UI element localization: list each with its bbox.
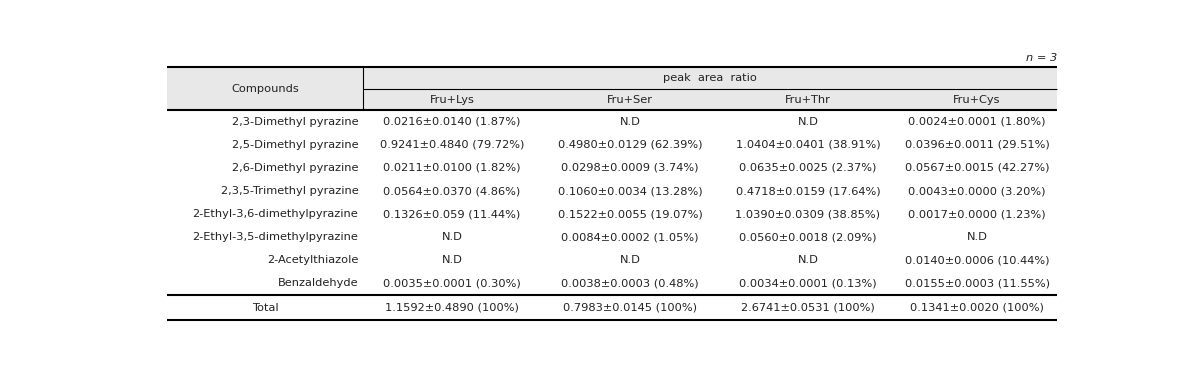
Text: 2,5-Dimethyl pyrazine: 2,5-Dimethyl pyrazine	[232, 140, 358, 150]
Text: 2-Ethyl-3,6-dimethylpyrazine: 2-Ethyl-3,6-dimethylpyrazine	[193, 209, 358, 219]
Text: 0.0155±0.0003 (11.55%): 0.0155±0.0003 (11.55%)	[904, 279, 1050, 288]
Text: Fru+Lys: Fru+Lys	[430, 95, 475, 105]
Text: 2-Acetylthiazole: 2-Acetylthiazole	[267, 255, 358, 265]
Text: 0.0564±0.0370 (4.86%): 0.0564±0.0370 (4.86%)	[383, 186, 520, 196]
Text: 0.1326±0.059 (11.44%): 0.1326±0.059 (11.44%)	[383, 209, 520, 219]
Text: 0.0140±0.0006 (10.44%): 0.0140±0.0006 (10.44%)	[904, 255, 1050, 265]
Text: 2.6741±0.0531 (100%): 2.6741±0.0531 (100%)	[741, 303, 875, 313]
Text: 0.0298±0.0009 (3.74%): 0.0298±0.0009 (3.74%)	[562, 163, 699, 173]
Text: Fru+Cys: Fru+Cys	[953, 95, 1001, 105]
Text: Benzaldehyde: Benzaldehyde	[277, 279, 358, 288]
Text: 2,3-Dimethyl pyrazine: 2,3-Dimethyl pyrazine	[232, 117, 358, 127]
Text: 0.0567±0.0015 (42.27%): 0.0567±0.0015 (42.27%)	[904, 163, 1050, 173]
Text: N.D: N.D	[797, 255, 819, 265]
Text: n = 3: n = 3	[1026, 53, 1057, 63]
Text: 0.0035±0.0001 (0.30%): 0.0035±0.0001 (0.30%)	[383, 279, 521, 288]
Text: 0.0043±0.0000 (3.20%): 0.0043±0.0000 (3.20%)	[908, 186, 1046, 196]
Text: 0.0017±0.0000 (1.23%): 0.0017±0.0000 (1.23%)	[908, 209, 1046, 219]
Text: N.D: N.D	[620, 117, 640, 127]
Text: 1.0404±0.0401 (38.91%): 1.0404±0.0401 (38.91%)	[735, 140, 881, 150]
Text: 0.0038±0.0003 (0.48%): 0.0038±0.0003 (0.48%)	[562, 279, 699, 288]
Text: Fru+Thr: Fru+Thr	[785, 95, 831, 105]
Text: 0.1341±0.0020 (100%): 0.1341±0.0020 (100%)	[910, 303, 1044, 313]
Text: Compounds: Compounds	[231, 84, 299, 94]
Text: 2,6-Dimethyl pyrazine: 2,6-Dimethyl pyrazine	[232, 163, 358, 173]
Text: N.D: N.D	[441, 232, 463, 242]
Text: 0.1522±0.0055 (19.07%): 0.1522±0.0055 (19.07%)	[558, 209, 702, 219]
Text: 0.0084±0.0002 (1.05%): 0.0084±0.0002 (1.05%)	[562, 232, 699, 242]
Bar	[167, 67, 1057, 110]
Text: 0.0024±0.0001 (1.80%): 0.0024±0.0001 (1.80%)	[908, 117, 1046, 127]
Text: N.D: N.D	[797, 117, 819, 127]
Text: Fru+Ser: Fru+Ser	[607, 95, 653, 105]
Text: Total: Total	[252, 303, 278, 313]
Text: 0.9241±0.4840 (79.72%): 0.9241±0.4840 (79.72%)	[380, 140, 524, 150]
Text: 0.0396±0.0011 (29.51%): 0.0396±0.0011 (29.51%)	[904, 140, 1050, 150]
Text: N.D: N.D	[620, 255, 640, 265]
Text: 0.0560±0.0018 (2.09%): 0.0560±0.0018 (2.09%)	[739, 232, 877, 242]
Text: 0.1060±0.0034 (13.28%): 0.1060±0.0034 (13.28%)	[558, 186, 702, 196]
Text: 2-Ethyl-3,5-dimethylpyrazine: 2-Ethyl-3,5-dimethylpyrazine	[193, 232, 358, 242]
Text: 0.7983±0.0145 (100%): 0.7983±0.0145 (100%)	[563, 303, 697, 313]
Text: N.D: N.D	[966, 232, 988, 242]
Text: 1.1592±0.4890 (100%): 1.1592±0.4890 (100%)	[386, 303, 519, 313]
Text: 0.0635±0.0025 (2.37%): 0.0635±0.0025 (2.37%)	[739, 163, 877, 173]
Text: 0.0211±0.0100 (1.82%): 0.0211±0.0100 (1.82%)	[383, 163, 521, 173]
Text: 0.0034±0.0001 (0.13%): 0.0034±0.0001 (0.13%)	[739, 279, 877, 288]
Text: 1.0390±0.0309 (38.85%): 1.0390±0.0309 (38.85%)	[735, 209, 881, 219]
Text: 0.4718±0.0159 (17.64%): 0.4718±0.0159 (17.64%)	[735, 186, 881, 196]
Text: 0.0216±0.0140 (1.87%): 0.0216±0.0140 (1.87%)	[383, 117, 521, 127]
Text: 0.4980±0.0129 (62.39%): 0.4980±0.0129 (62.39%)	[558, 140, 702, 150]
Text: N.D: N.D	[441, 255, 463, 265]
Text: 2,3,5-Trimethyl pyrazine: 2,3,5-Trimethyl pyrazine	[220, 186, 358, 196]
Text: peak  area  ratio: peak area ratio	[663, 73, 757, 83]
